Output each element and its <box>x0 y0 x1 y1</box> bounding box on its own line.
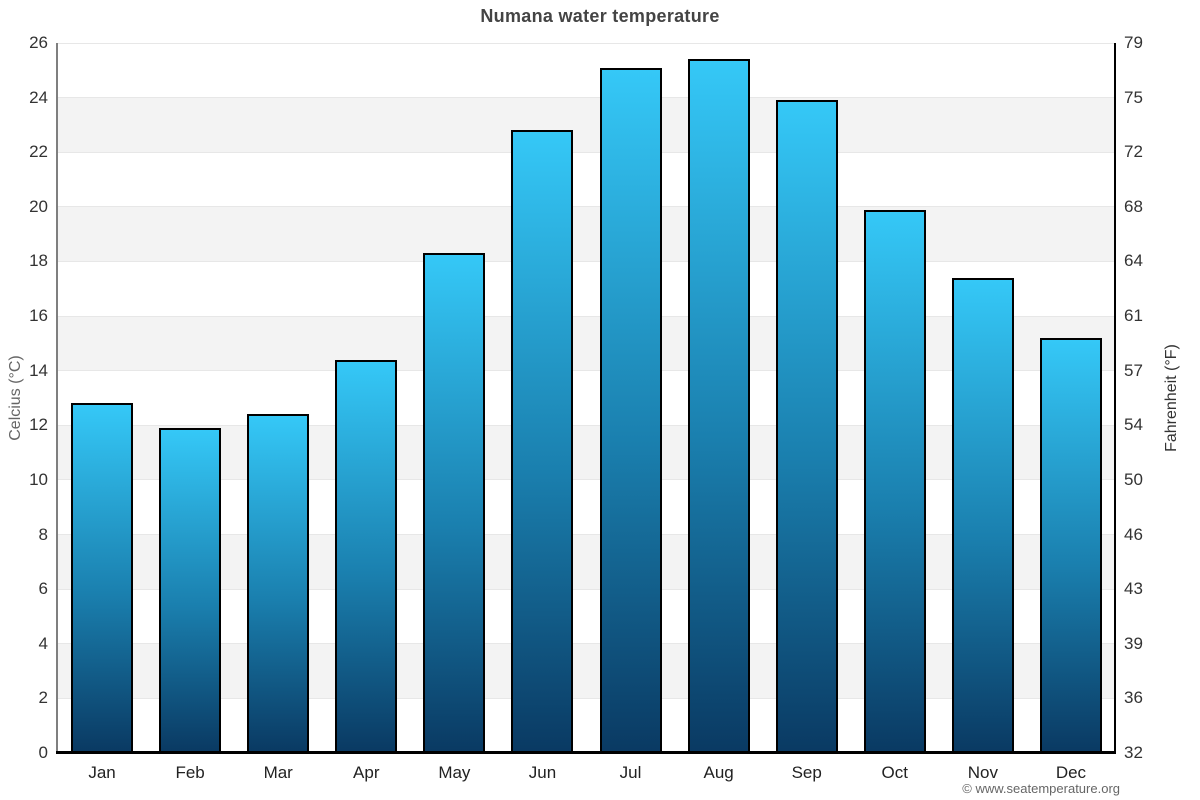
y-tick-label-fahrenheit: 43 <box>1124 579 1143 599</box>
y-tick-label-fahrenheit: 32 <box>1124 743 1143 762</box>
plot-band <box>58 643 1115 699</box>
x-tick-label-apr: Apr <box>353 763 380 782</box>
gridline <box>58 424 1115 426</box>
y-tick-label-fahrenheit: 79 <box>1124 33 1143 52</box>
plot-area <box>58 42 1115 753</box>
gridline <box>58 697 1115 699</box>
y-tick-label-fahrenheit: 57 <box>1124 360 1143 380</box>
y-tick-label-celsius: 12 <box>29 415 48 435</box>
plot-band <box>58 206 1115 262</box>
gridline <box>58 97 1115 99</box>
y-tick-label-celsius: 20 <box>29 196 48 216</box>
plot-band <box>58 534 1115 590</box>
x-tick-label-jun: Jun <box>528 763 557 782</box>
copyright: © www.seatemperature.org <box>962 781 1120 796</box>
y-tick-label-celsius: 8 <box>38 524 48 544</box>
y-tick-label-celsius: 18 <box>29 251 48 271</box>
gridline <box>58 479 1115 481</box>
gridline <box>58 643 1115 645</box>
y-tick-label-celsius: 14 <box>29 360 48 380</box>
x-tick-label-nov: Nov <box>967 763 998 782</box>
chart-title: Numana water temperature <box>480 6 720 26</box>
bar-dec <box>1039 337 1102 753</box>
x-tick-label-aug: Aug <box>703 763 734 782</box>
y-axis-line-left <box>56 43 58 753</box>
gridline <box>58 588 1115 590</box>
y-tick-label-fahrenheit: 72 <box>1124 142 1143 162</box>
bar-feb <box>159 428 222 753</box>
y-tick-label-celsius: 22 <box>29 142 48 162</box>
bar-aug <box>687 59 750 753</box>
y-tick-label-celsius: 24 <box>29 87 48 107</box>
y-tick-label-fahrenheit: 46 <box>1124 524 1143 544</box>
y-tick-label-fahrenheit: 75 <box>1124 87 1143 107</box>
y-tick-label-celsius: 26 <box>29 33 48 52</box>
y-tick-label-fahrenheit: 36 <box>1124 688 1143 708</box>
y-tick-label-celsius: 10 <box>29 469 48 489</box>
bar-jan <box>71 403 134 753</box>
plot-band <box>58 316 1115 371</box>
gridline <box>58 151 1115 153</box>
x-tick-label-dec: Dec <box>1055 763 1087 782</box>
x-tick-label-oct: Oct <box>881 763 908 782</box>
bar-sep <box>775 100 838 753</box>
gridline <box>58 206 1115 208</box>
y-tick-label-celsius: 2 <box>38 688 48 708</box>
bar-mar <box>247 414 310 753</box>
x-tick-label-jul: Jul <box>619 763 642 782</box>
bar-apr <box>335 359 398 753</box>
x-tick-label-sep: Sep <box>791 763 822 782</box>
bar-nov <box>951 277 1014 753</box>
y-tick-label-fahrenheit: 54 <box>1124 415 1143 435</box>
bar-oct <box>863 209 926 753</box>
gridline <box>58 42 1115 44</box>
plot-band <box>58 425 1115 480</box>
gridline <box>58 260 1115 262</box>
y-tick-label-fahrenheit: 39 <box>1124 633 1143 653</box>
y-tick-label-celsius: 6 <box>38 579 48 599</box>
x-tick-label-jan: Jan <box>88 763 116 782</box>
plot-band <box>58 97 1115 153</box>
y-tick-label-celsius: 4 <box>38 633 48 653</box>
x-tick-label-mar: Mar <box>263 763 293 782</box>
gridline <box>58 370 1115 372</box>
y-tick-label-fahrenheit: 68 <box>1124 196 1143 216</box>
y-axis-title-fahrenheit: Fahrenheit (°F) <box>1163 344 1180 452</box>
bar-jul <box>599 67 662 753</box>
y-tick-label-fahrenheit: 50 <box>1124 469 1143 489</box>
y-tick-label-celsius: 0 <box>38 743 48 762</box>
gridline <box>58 315 1115 317</box>
y-axis-line-right <box>1114 43 1116 753</box>
y-tick-label-fahrenheit: 61 <box>1124 306 1143 326</box>
x-tick-label-feb: Feb <box>175 763 205 782</box>
x-tick-label-may: May <box>438 763 471 782</box>
y-tick-label-fahrenheit: 64 <box>1124 251 1143 271</box>
x-axis-line <box>56 751 1116 754</box>
gridline <box>58 534 1115 536</box>
y-tick-label-celsius: 16 <box>29 306 48 326</box>
bar-may <box>423 253 486 753</box>
bar-jun <box>511 130 574 753</box>
